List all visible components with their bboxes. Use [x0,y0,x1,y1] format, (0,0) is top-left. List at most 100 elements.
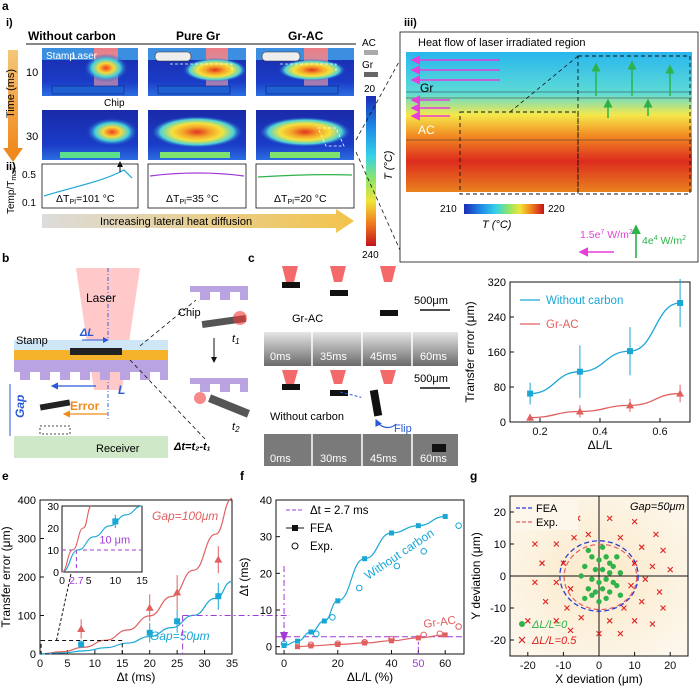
time-tick-10: 10 [26,67,38,79]
gap-note: Gap=50μm [630,501,685,513]
c-bottom-time-3: 60ms [420,453,447,465]
panel-label-g: g [470,469,477,483]
panel-c-frames: Gr-AC 500μm Without carbon 500μm Flip 0m… [264,266,458,466]
inset-y-tick: 30 [47,501,59,513]
time-arrow [8,50,18,150]
series-line-1 [530,392,681,419]
x-tick-label: 30 [198,658,210,670]
colorbar-2 [464,204,544,214]
x-axis-label: X deviation (μm) [555,672,643,686]
legend-dt: Δt = 2.7 ms [310,505,369,517]
green-dot [596,557,602,563]
exp-point [420,631,428,639]
fea-point [362,556,368,562]
green-dot [603,595,609,602]
temp-tick-01: 0.1 [22,198,36,209]
exp-point [455,522,462,529]
fea-point [362,640,368,646]
inset-note: 10 μm [99,534,130,546]
chart-d: 0.2 0.4 0.6 0 80 160 240 320 ΔL/L Transfer error … [463,277,691,452]
x-axis-label: ΔL/L [588,438,613,452]
data-point [146,629,153,636]
inset-x-tick: 10 [109,575,121,587]
dtpi-label-3: ΔTPI=20 °C [274,193,327,206]
x-axis-label: ΔL/L (%) [347,670,393,684]
c-top-frames: Gr-AC 500μm [264,266,458,366]
c-bottom-frames: Without carbon 500μm Flip [264,370,458,466]
data-point [145,603,154,611]
series-label-1: Gap=50μm [150,629,210,643]
red-cross [596,630,602,637]
red-cross [567,585,574,592]
heatflow-gr: Gr [420,81,433,95]
x-tick-label: 10 [89,658,101,670]
y-axis-label: Y deviation (μm) [469,532,483,619]
fea-point [415,635,421,641]
x-tick-label: 0.2 [532,426,547,438]
fea-point [335,641,341,647]
panel-label-a-iii: iii) [404,17,417,29]
red-cross [649,563,656,570]
red-cross [532,541,538,547]
green-dot [610,563,616,570]
legend-red-mark [518,636,526,644]
data-point [77,624,86,632]
x-tick-label: 20 [332,658,344,670]
x-tick-label: 0 [596,660,602,672]
y-tick-label: 100 [18,611,36,623]
red-cross [642,576,649,583]
x-tick-label: 0.6 [652,426,667,438]
y-tick-label: 240 [488,312,506,324]
temp-tick-05: 0.5 [22,170,36,181]
fea-point [308,629,314,635]
b-l-label: L [118,383,125,397]
panel-label-a: a [2,0,9,13]
data-point [626,401,634,409]
y-axis-label: Δt (ms) [237,558,251,597]
panel-label-b: b [2,251,9,265]
x-tick-label: 0 [281,658,287,670]
data-point [575,407,584,415]
green-dot [606,570,613,576]
chip-label: Chip [104,98,125,109]
x-tick-label: 20 [144,658,156,670]
legend-fea-mark [292,525,298,531]
cbar2-label: T (°C) [482,219,512,231]
x-tick-label: 20 [664,660,676,672]
data-point [527,390,534,397]
zoom-box [40,640,123,655]
panel-a-heatflow: Heat flow of laser irradiated region Gr … [399,31,699,263]
fea-point [294,644,300,650]
red-cross [553,579,560,586]
legend-label-1: Gr-AC [546,319,579,331]
c-top-time-0: 0ms [270,351,291,363]
exp-point [334,640,342,648]
b-t1-label: t1 [232,333,240,346]
red-cross [617,630,624,637]
temp-axis-label: Temp/Tmax [6,167,18,214]
green-dot [614,554,620,560]
y-tick-label: 10 [260,605,272,617]
y-tick-label: 160 [488,347,506,359]
y-tick-label: 0 [500,571,506,583]
sim-row-30ms [42,110,354,160]
temp-profiles: ΔTPI=101 °C ΔTPI=35 °C ΔTPI=20 °C 0.5 0.… [6,161,355,214]
y-tick-label: 300 [18,534,36,546]
panel-label-e: e [2,469,9,483]
heatflow-title: Heat flow of laser irradiated region [418,37,586,49]
green-dot [606,560,613,566]
zoom-line-2 [355,151,401,251]
cbar-tick-240: 240 [362,250,379,261]
x-tick-label: -10 [555,660,571,672]
data-point [78,641,85,648]
red-cross [606,617,613,624]
exp-point [355,584,363,592]
exp-point [312,630,320,638]
red-cross [553,617,560,624]
green-dot [614,582,620,589]
inset-red-line [61,505,92,573]
red-cross [567,627,574,634]
red-cross [617,534,624,541]
green-dot [599,586,606,592]
cbar-label: T (°C) [383,150,395,180]
